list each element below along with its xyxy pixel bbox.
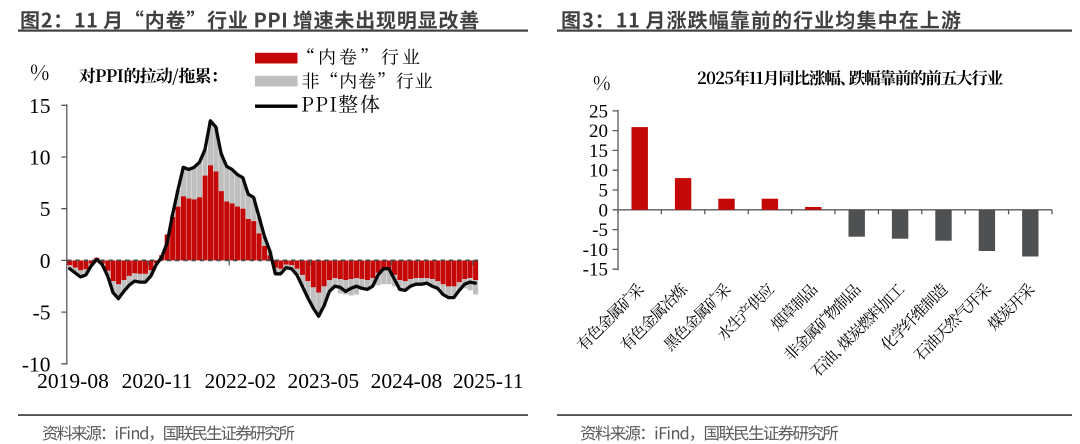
svg-text:0: 0 [599,200,609,221]
svg-text:10: 10 [589,161,608,182]
svg-text:5: 5 [40,197,51,221]
svg-text:-5: -5 [592,220,608,241]
svg-text:15: 15 [29,94,51,118]
svg-text:10: 10 [29,146,51,170]
svg-text:5: 5 [599,181,609,202]
svg-text:0: 0 [40,249,51,273]
svg-text:-10: -10 [583,240,608,261]
svg-text:25: 25 [589,101,608,122]
svg-text:2025-11: 2025-11 [453,369,524,393]
svg-text:15: 15 [589,141,608,162]
svg-text:-10: -10 [22,352,51,376]
svg-text:20: 20 [589,121,608,142]
svg-text:-15: -15 [583,260,608,281]
svg-text:2023-05: 2023-05 [287,369,359,393]
svg-text:2019-08: 2019-08 [37,369,109,393]
svg-text:2020-11: 2020-11 [122,369,193,393]
svg-text:2024-08: 2024-08 [371,369,443,393]
svg-text:-5: -5 [33,301,51,325]
svg-text:2022-02: 2022-02 [204,369,276,393]
